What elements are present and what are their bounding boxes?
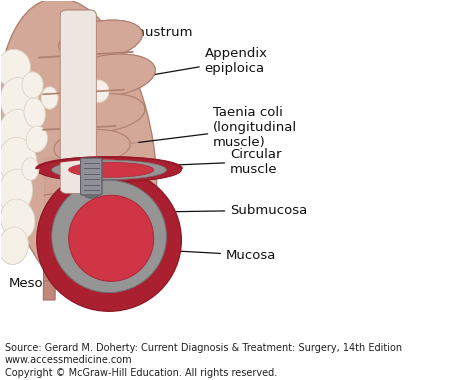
Ellipse shape [54, 130, 130, 164]
Ellipse shape [7, 11, 139, 252]
Ellipse shape [63, 54, 155, 97]
Text: Mucosa: Mucosa [152, 249, 276, 262]
Text: Mesocolon: Mesocolon [9, 232, 80, 290]
Ellipse shape [0, 169, 33, 214]
Ellipse shape [22, 158, 39, 180]
Text: Circular
muscle: Circular muscle [124, 147, 282, 176]
Ellipse shape [63, 54, 155, 97]
Ellipse shape [24, 98, 45, 128]
Ellipse shape [0, 137, 37, 186]
FancyBboxPatch shape [81, 158, 102, 195]
Ellipse shape [83, 187, 99, 198]
Polygon shape [43, 158, 57, 300]
Ellipse shape [0, 78, 39, 126]
FancyBboxPatch shape [60, 10, 96, 216]
Text: Submucosa: Submucosa [150, 204, 308, 217]
Ellipse shape [0, 199, 35, 240]
Ellipse shape [22, 72, 43, 98]
Ellipse shape [22, 158, 39, 180]
Ellipse shape [0, 227, 28, 264]
Ellipse shape [0, 109, 33, 154]
Ellipse shape [69, 162, 154, 177]
Ellipse shape [26, 126, 48, 152]
FancyBboxPatch shape [60, 10, 96, 193]
Ellipse shape [0, 199, 35, 240]
Text: Copyright © McGraw-Hill Education. All rights reserved.: Copyright © McGraw-Hill Education. All r… [5, 368, 277, 378]
Ellipse shape [52, 160, 166, 179]
Ellipse shape [52, 180, 166, 293]
Ellipse shape [0, 0, 157, 302]
Ellipse shape [88, 80, 109, 103]
Ellipse shape [26, 126, 48, 152]
Ellipse shape [22, 72, 43, 98]
Ellipse shape [37, 158, 181, 182]
Ellipse shape [69, 195, 154, 281]
Ellipse shape [41, 87, 58, 109]
Ellipse shape [0, 78, 39, 126]
Ellipse shape [59, 20, 143, 60]
Ellipse shape [0, 49, 30, 87]
Ellipse shape [0, 49, 30, 87]
FancyBboxPatch shape [81, 158, 102, 195]
Text: Source: Gerard M. Doherty: Current Diagnosis & Treatment: Surgery, 14th Edition: Source: Gerard M. Doherty: Current Diagn… [5, 343, 402, 353]
Text: Taenia coli
(longitudinal
muscle): Taenia coli (longitudinal muscle) [108, 106, 297, 149]
Ellipse shape [61, 94, 145, 132]
Ellipse shape [0, 227, 28, 264]
Ellipse shape [88, 80, 109, 103]
Ellipse shape [24, 98, 45, 128]
Text: www.accessmedicine.com: www.accessmedicine.com [5, 355, 132, 366]
Ellipse shape [61, 94, 145, 132]
Ellipse shape [0, 137, 37, 186]
Ellipse shape [59, 20, 143, 60]
Ellipse shape [37, 169, 181, 311]
Ellipse shape [41, 87, 58, 109]
Ellipse shape [0, 169, 33, 214]
Text: Appendix
epiploica: Appendix epiploica [108, 47, 267, 82]
Ellipse shape [54, 130, 130, 164]
Text: Haustrum: Haustrum [86, 26, 194, 40]
Ellipse shape [0, 109, 33, 154]
